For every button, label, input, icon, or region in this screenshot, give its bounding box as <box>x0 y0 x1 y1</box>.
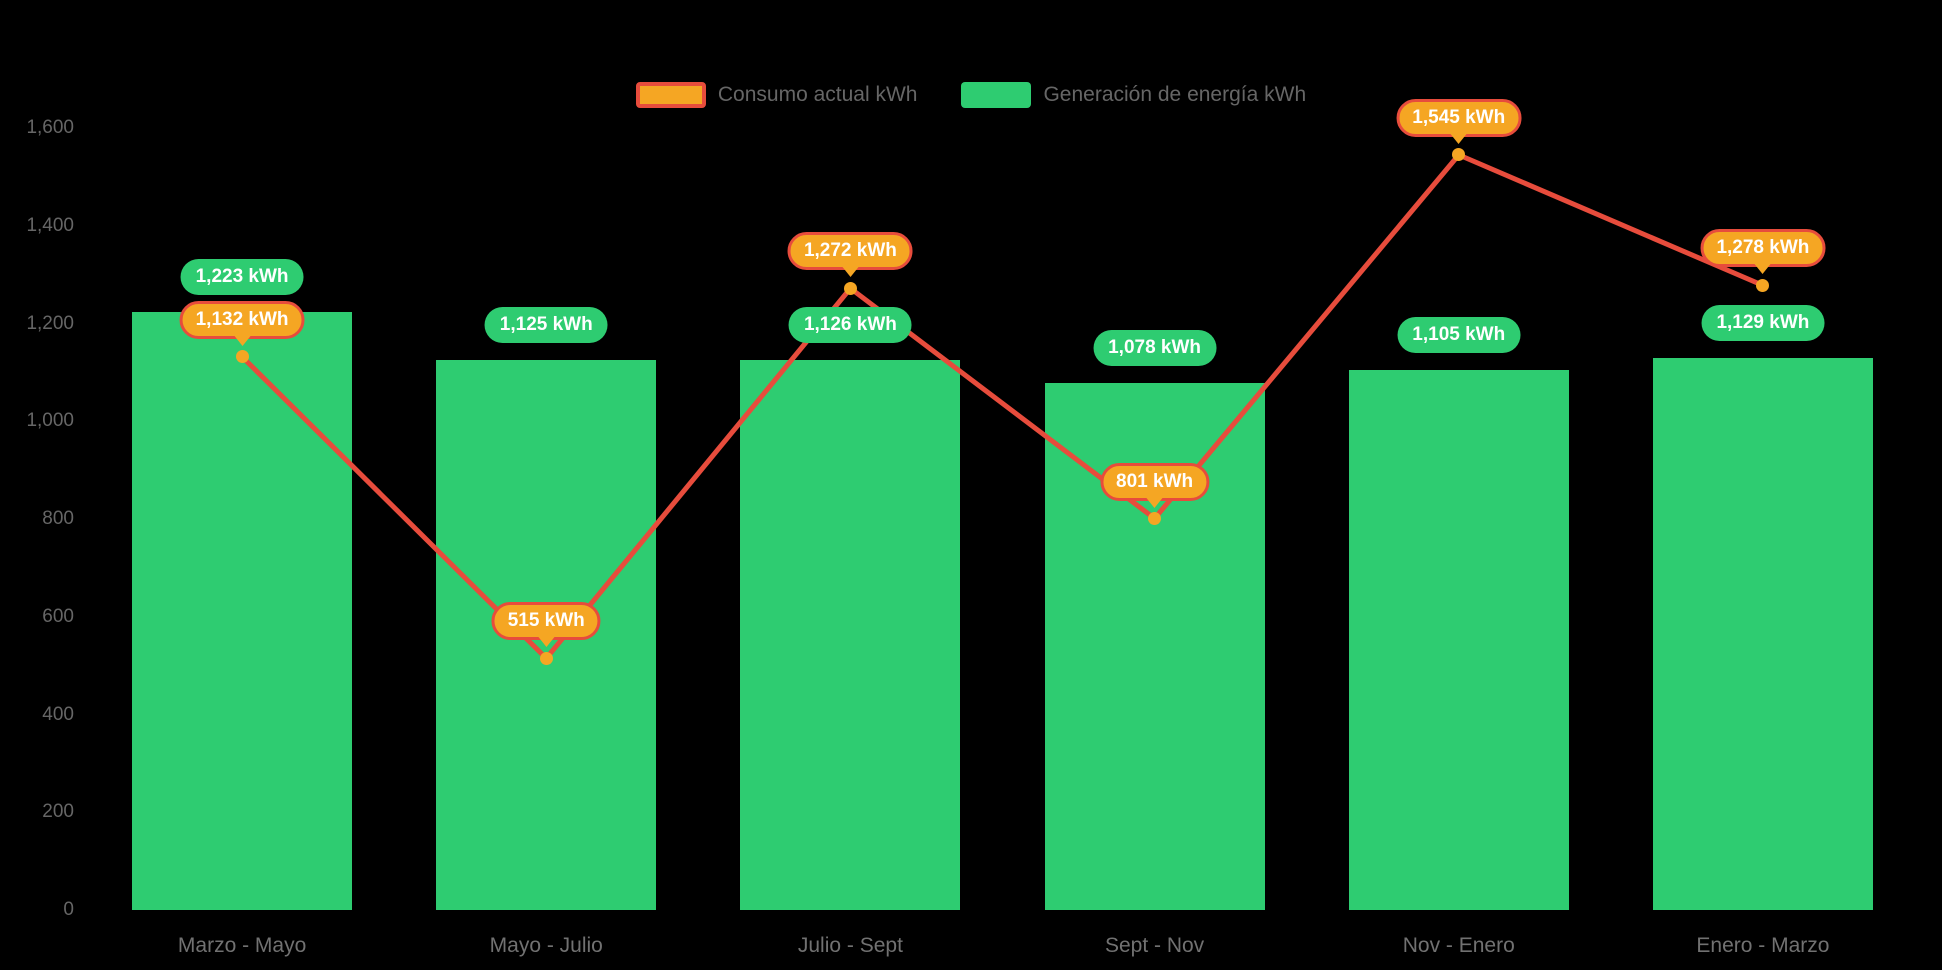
consumo-value-badge: 801 kWh <box>1100 462 1210 508</box>
x-axis-label: Sept - Nov <box>1104 934 1205 957</box>
consumo-legend-label: Consumo actual kWh <box>717 83 918 106</box>
generacion-legend-label: Generación de energía kWh <box>1043 83 1307 106</box>
badge-pointer-icon <box>538 637 555 648</box>
y-tick-label: 0 <box>63 899 74 920</box>
consumo-point <box>1148 512 1162 525</box>
consumo-value-badge: 1,272 kWh <box>787 232 913 278</box>
generacion-bar <box>1348 369 1569 910</box>
generacion-legend-swatch <box>961 82 1032 108</box>
y-tick-label: 800 <box>42 508 74 529</box>
badge-pointer-icon <box>234 335 251 346</box>
x-axis-label: Enero - Marzo <box>1696 934 1830 957</box>
generacion-bar <box>740 359 961 910</box>
badge-pointer-icon <box>1450 133 1467 144</box>
x-axis-label: Nov - Enero <box>1402 934 1515 957</box>
consumo-point <box>1452 148 1466 162</box>
consumo-value-badge: 1,132 kWh <box>179 300 305 346</box>
consumo-point <box>843 281 857 295</box>
y-tick-label: 200 <box>42 801 74 823</box>
consumo-value-badge: 1,278 kWh <box>1700 229 1826 275</box>
legend-item-consumo[interactable]: Consumo actual kWh <box>635 82 918 108</box>
y-tick-label: 600 <box>42 605 74 627</box>
consumo-point <box>1756 278 1770 292</box>
y-tick-label: 1,000 <box>26 410 74 432</box>
badge-pointer-icon <box>842 267 859 278</box>
x-axis-label: Mayo - Julio <box>489 934 603 957</box>
badge-pointer-icon <box>1146 497 1163 508</box>
badge-pointer-icon <box>1754 264 1771 275</box>
generacion-value-badge: 1,105 kWh <box>1397 316 1521 353</box>
consumo-point <box>235 350 249 364</box>
generacion-value-badge: 1,223 kWh <box>180 259 304 296</box>
consumo-value-badge: 515 kWh <box>491 602 601 648</box>
x-axis-label: Marzo - Mayo <box>177 934 307 957</box>
generacion-value-badge: 1,078 kWh <box>1093 330 1217 367</box>
generacion-bar <box>1652 358 1873 910</box>
y-tick-label: 400 <box>42 703 74 725</box>
generacion-value-badge: 1,126 kWh <box>788 306 912 343</box>
consumo-value-badge: 1,545 kWh <box>1396 98 1522 144</box>
y-tick-label: 1,600 <box>26 117 74 138</box>
y-tick-label: 1,200 <box>26 312 74 334</box>
consumo-legend-swatch <box>635 82 706 108</box>
y-tick-label: 1,400 <box>26 214 74 236</box>
generacion-value-badge: 1,129 kWh <box>1701 305 1825 342</box>
legend-item-generacion[interactable]: Generación de energía kWh <box>961 82 1306 108</box>
generacion-bar <box>132 312 353 910</box>
generacion-value-badge: 1,125 kWh <box>484 307 608 344</box>
chart-legend: Consumo actual kWh Generación de energía… <box>0 82 1942 108</box>
consumo-point <box>539 651 553 665</box>
x-axis-label: Julio - Sept <box>797 934 903 957</box>
